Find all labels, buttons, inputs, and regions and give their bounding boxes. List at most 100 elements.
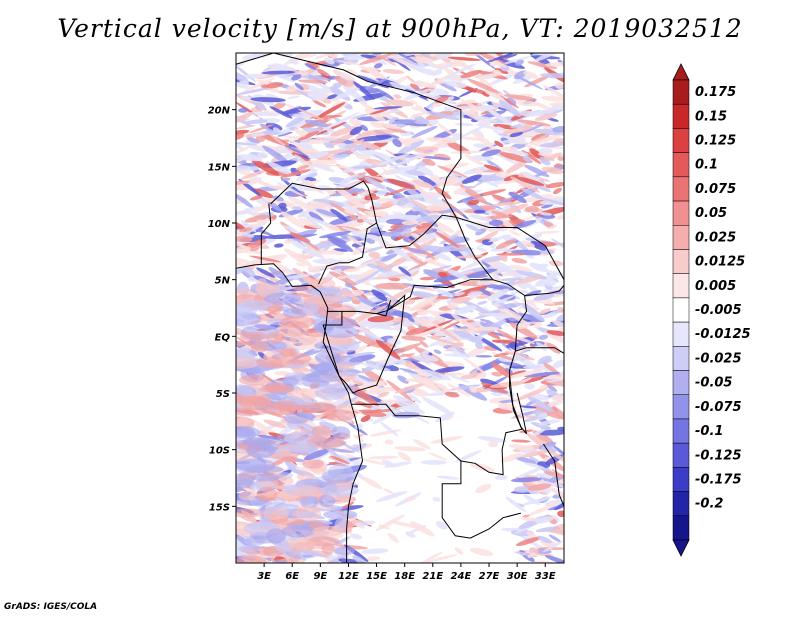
updraft-patch: [469, 547, 494, 557]
downdraft-patch: [508, 191, 527, 203]
updraft-patch: [511, 439, 531, 443]
ocean-patch: [321, 469, 357, 484]
downdraft-patch: [375, 360, 398, 367]
downdraft-patch: [327, 94, 338, 100]
downdraft-patch: [543, 285, 564, 292]
updraft-patch: [365, 158, 388, 168]
updraft-patch: [509, 264, 533, 272]
updraft-patch: [261, 254, 288, 265]
downdraft-patch: [406, 63, 437, 76]
ocean-patch: [324, 404, 337, 420]
downdraft-patch: [545, 270, 564, 278]
updraft-patch: [353, 333, 382, 348]
downdraft-patch: [539, 481, 556, 486]
updraft-patch: [236, 257, 250, 264]
downdraft-patch: [452, 133, 463, 141]
colorbar-swatch: [672, 103, 690, 129]
updraft-patch: [447, 56, 481, 61]
updraft-patch: [498, 354, 516, 361]
ocean-patch: [245, 442, 276, 459]
updraft-patch: [344, 209, 355, 215]
updraft-patch: [367, 315, 395, 323]
downdraft-patch: [236, 192, 255, 209]
downdraft-patch: [472, 53, 496, 70]
updraft-patch: [349, 216, 358, 221]
updraft-patch: [298, 79, 329, 84]
colorbar-swatch: [672, 394, 690, 420]
downdraft-patch: [533, 53, 564, 62]
updraft-patch: [392, 94, 402, 99]
colorbar-label: -0.075: [695, 400, 742, 415]
downdraft-patch: [539, 141, 564, 148]
downdraft-patch: [404, 193, 426, 200]
updraft-patch: [410, 232, 429, 244]
downdraft-patch: [397, 375, 409, 384]
downdraft-patch: [273, 127, 282, 135]
updraft-patch: [550, 394, 564, 401]
updraft-patch: [512, 276, 544, 285]
downdraft-patch: [357, 135, 392, 142]
updraft-patch: [491, 210, 510, 218]
downdraft-patch: [463, 300, 492, 316]
ocean-patch: [334, 546, 355, 556]
downdraft-patch: [501, 138, 527, 144]
downdraft-patch: [490, 392, 503, 397]
downdraft-patch: [512, 219, 537, 229]
updraft-patch: [425, 137, 456, 144]
updraft-patch: [280, 168, 312, 178]
updraft-patch: [464, 86, 477, 93]
downdraft-patch: [420, 369, 452, 381]
updraft-patch: [286, 84, 299, 92]
colorbar-label: 0.075: [695, 182, 736, 197]
downdraft-patch: [400, 227, 412, 236]
downdraft-patch: [236, 70, 249, 83]
updraft-patch: [491, 194, 514, 205]
updraft-patch: [327, 148, 357, 154]
colorbar-swatch: [672, 249, 690, 274]
updraft-patch: [523, 71, 538, 79]
ocean-patch: [284, 332, 297, 348]
downdraft-patch: [246, 119, 268, 124]
updraft-patch: [541, 166, 564, 175]
downdraft-patch: [303, 448, 330, 461]
angola-zambia-border: [351, 403, 522, 539]
downdraft-patch: [411, 355, 433, 364]
ocean-patch: [302, 373, 342, 383]
ocean-patch: [281, 525, 315, 538]
colorbar-top-arrow: [672, 63, 690, 81]
downdraft-patch: [387, 338, 401, 345]
updraft-patch: [364, 556, 381, 561]
downdraft-patch: [351, 113, 369, 119]
downdraft-patch: [429, 88, 450, 96]
downdraft-patch: [434, 366, 465, 373]
updraft-patch: [335, 186, 365, 208]
downdraft-patch: [487, 288, 510, 301]
updraft-patch: [521, 449, 550, 458]
updraft-patch: [406, 75, 416, 84]
downdraft-patch: [388, 221, 421, 235]
downdraft-patch: [339, 174, 359, 185]
downdraft-patch: [422, 354, 439, 362]
ocean-patch: [283, 549, 319, 560]
downdraft-patch: [285, 461, 305, 477]
downdraft-patch: [497, 302, 523, 309]
downdraft-patch: [510, 477, 542, 483]
ocean-patch: [239, 544, 263, 552]
downdraft-patch: [338, 558, 369, 563]
downdraft-patch: [343, 54, 363, 61]
updraft-patch: [308, 200, 333, 210]
downdraft-patch: [292, 87, 318, 102]
updraft-patch: [475, 168, 484, 176]
downdraft-patch: [514, 75, 544, 90]
updraft-patch: [500, 452, 524, 463]
downdraft-patch: [276, 181, 305, 197]
downdraft-patch: [319, 421, 338, 430]
colorbar-label: -0.1: [695, 424, 723, 439]
downdraft-patch: [373, 106, 403, 110]
downdraft-patch: [463, 185, 476, 189]
downdraft-patch: [380, 422, 399, 437]
downdraft-patch: [417, 155, 451, 160]
updraft-patch: [414, 388, 429, 395]
downdraft-patch: [523, 172, 540, 181]
